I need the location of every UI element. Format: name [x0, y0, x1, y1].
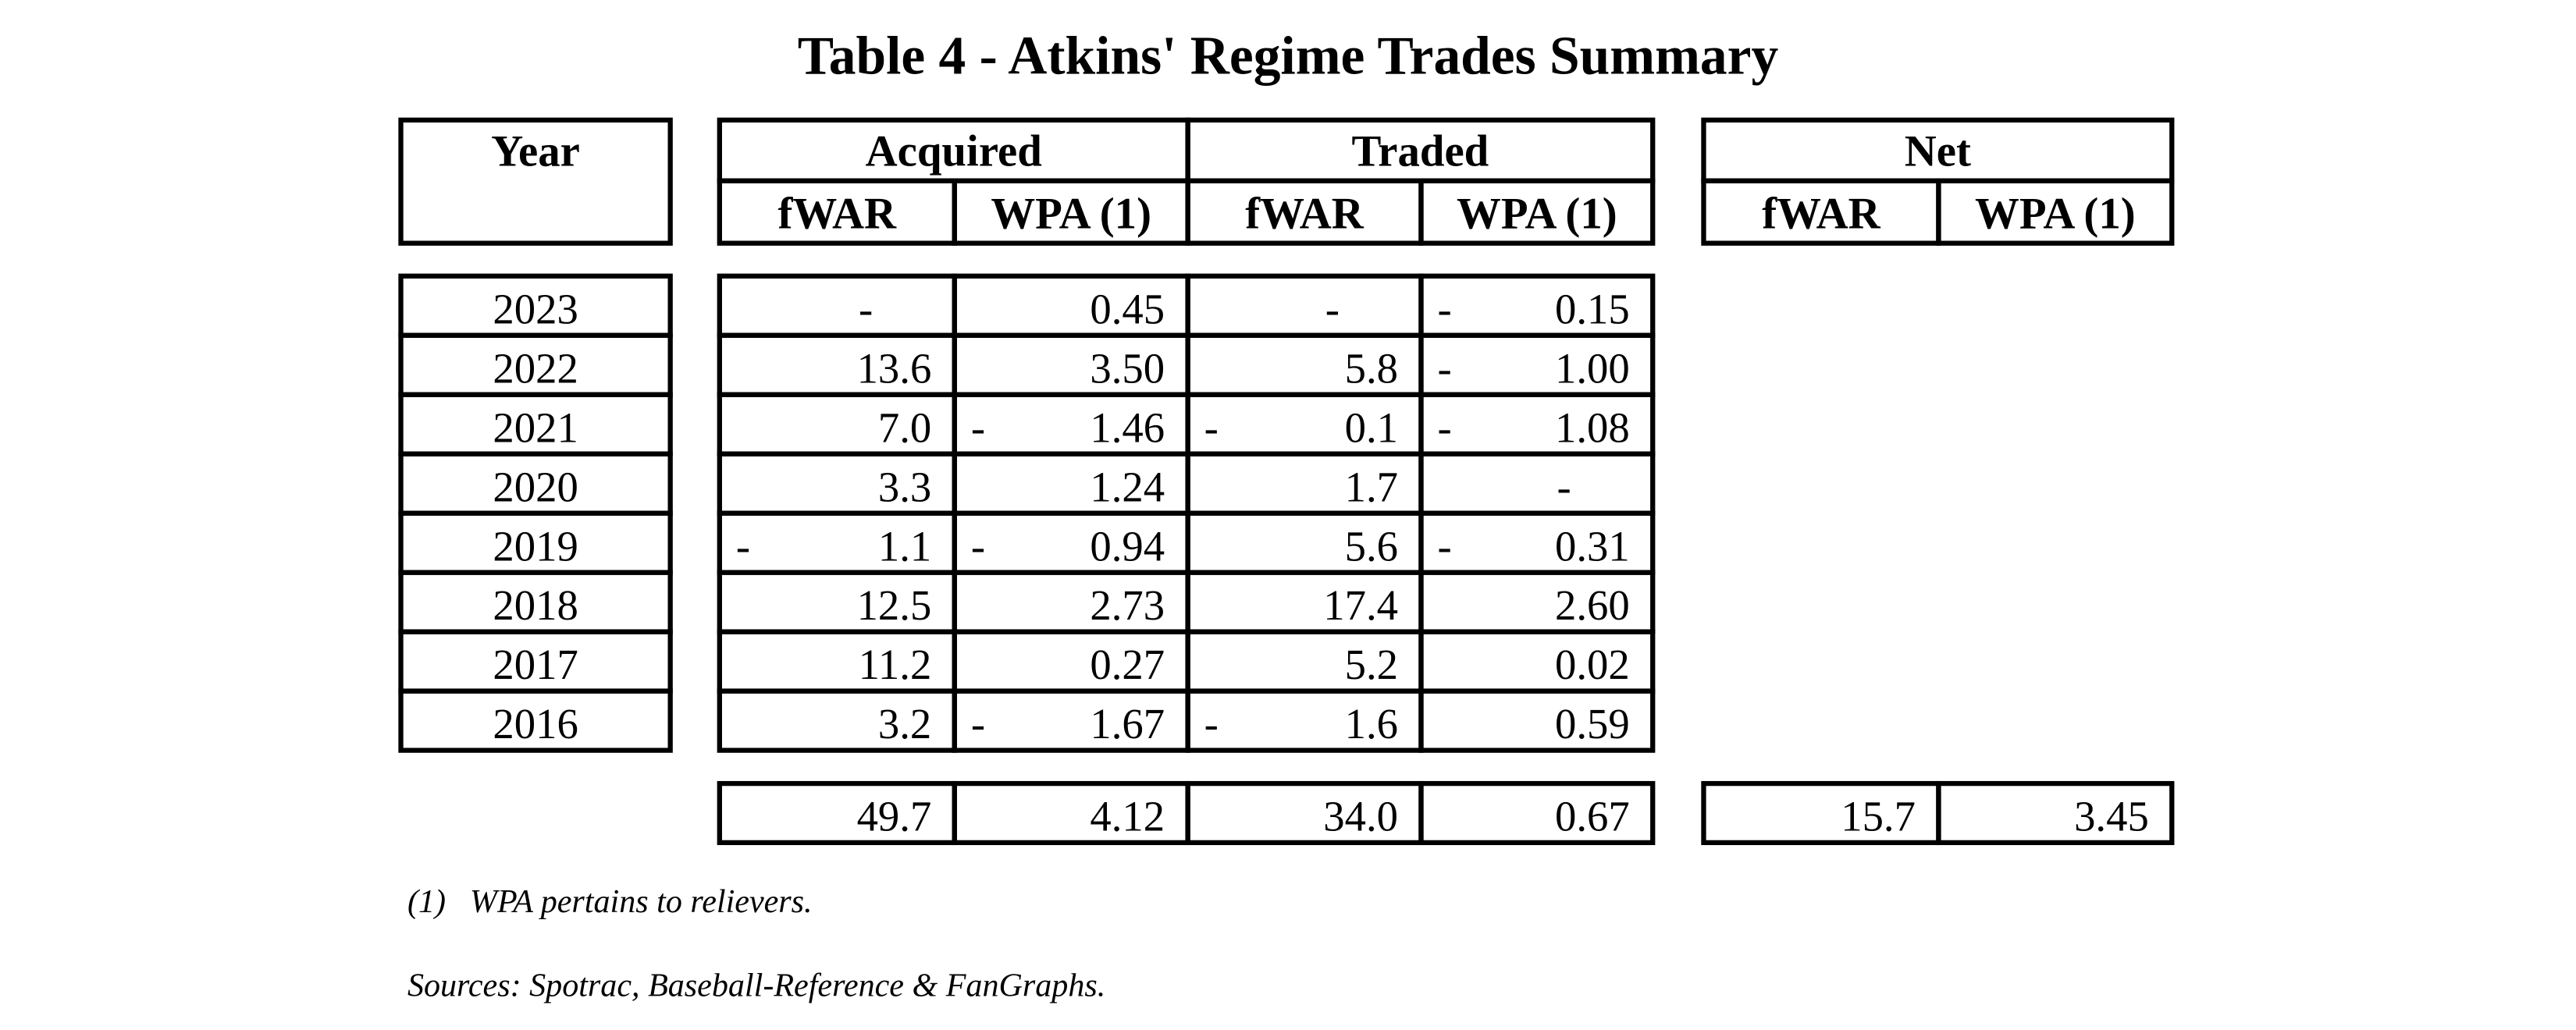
cell-border	[398, 688, 673, 753]
cell-value: 0.67	[1555, 793, 1630, 840]
year: 2021	[493, 403, 578, 451]
cell-value: 1.08	[1555, 403, 1630, 451]
cell-sign: -	[1438, 344, 1452, 392]
cell-border	[1418, 780, 1656, 846]
header-group: Traded	[1352, 126, 1489, 176]
cell-value: -	[859, 285, 873, 332]
header-column: fWAR	[1245, 189, 1364, 238]
cell-sign: -	[1438, 522, 1452, 570]
note-marker: (1)	[407, 883, 446, 920]
cell-value: 2.60	[1555, 581, 1630, 629]
cell-value: 49.7	[857, 793, 932, 840]
cell-value: 0.1	[1345, 403, 1398, 451]
cell-value: 5.6	[1345, 522, 1398, 570]
cell-value: 13.6	[857, 344, 932, 392]
cell-value: 3.3	[878, 463, 931, 510]
cell-value: -	[1557, 463, 1571, 510]
year: 2020	[493, 463, 578, 510]
year: 2017	[493, 641, 578, 688]
cell-border	[1418, 178, 1656, 246]
cell-border	[398, 117, 673, 246]
header-column: WPA (1)	[991, 189, 1151, 238]
cell-value: 1.46	[1090, 403, 1165, 451]
header-column: WPA (1)	[1975, 189, 2136, 238]
header-year: Year	[491, 126, 580, 176]
cell-value: 0.02	[1555, 641, 1630, 688]
cell-value: 11.2	[859, 641, 932, 688]
cell-value: 0.27	[1090, 641, 1165, 688]
cell-value: 7.0	[878, 403, 931, 451]
cell-border	[1936, 780, 2175, 846]
cell-value: 12.5	[857, 581, 932, 629]
cell-value: 0.59	[1555, 700, 1630, 748]
sources: Sources: Spotrac, Baseball-Reference & F…	[407, 967, 1105, 1003]
cell-value: -	[1325, 285, 1340, 332]
cell-sign: -	[736, 522, 750, 570]
cell-value: 17.4	[1323, 581, 1398, 629]
note-text: WPA pertains to relievers.	[470, 883, 813, 920]
year: 2016	[493, 700, 578, 748]
cell-sign: -	[1438, 285, 1452, 332]
cell-sign: -	[971, 403, 985, 451]
cell-value: 3.50	[1090, 344, 1165, 392]
cell-value: 15.7	[1841, 793, 1916, 840]
cell-value: 1.7	[1345, 463, 1398, 510]
year: 2022	[493, 344, 578, 392]
cell-value: 3.2	[878, 700, 931, 748]
cell-border	[1185, 273, 1424, 338]
header-column: WPA (1)	[1457, 189, 1617, 238]
cell-value: 1.00	[1555, 344, 1630, 392]
year: 2019	[493, 522, 578, 570]
cell-value: 1.6	[1345, 700, 1398, 748]
cell-sign: -	[971, 700, 985, 748]
title: Table 4 - Atkins' Regime Trades Summary	[798, 26, 1779, 86]
cell-value: 1.1	[878, 522, 931, 570]
cell-value: 1.67	[1090, 700, 1165, 748]
cell-value: 5.2	[1345, 641, 1398, 688]
cell-border	[1936, 178, 2175, 246]
cell-sign: -	[1204, 403, 1219, 451]
cell-value: 5.8	[1345, 344, 1398, 392]
cell-sign: -	[1204, 700, 1219, 748]
header-column: fWAR	[1762, 189, 1880, 238]
cell-border	[717, 273, 957, 338]
cell-value: 4.12	[1090, 793, 1165, 840]
cell-border	[1418, 451, 1656, 516]
cell-value: 0.94	[1090, 522, 1165, 570]
year: 2018	[493, 581, 578, 629]
cell-value: 0.15	[1555, 285, 1630, 332]
cell-value: 34.0	[1323, 793, 1398, 840]
header-group: Net	[1905, 126, 1971, 176]
header-column: fWAR	[778, 189, 897, 238]
cell-border	[1418, 688, 1656, 753]
cell-value: 0.31	[1555, 522, 1630, 570]
cell-value: 2.73	[1090, 581, 1165, 629]
cell-value: 3.45	[2074, 793, 2149, 840]
cell-sign: -	[971, 522, 985, 570]
cell-sign: -	[1438, 403, 1452, 451]
header-group: Acquired	[866, 126, 1042, 176]
cell-value: 0.45	[1090, 285, 1165, 332]
year: 2023	[493, 285, 578, 332]
cell-value: 1.24	[1090, 463, 1165, 510]
